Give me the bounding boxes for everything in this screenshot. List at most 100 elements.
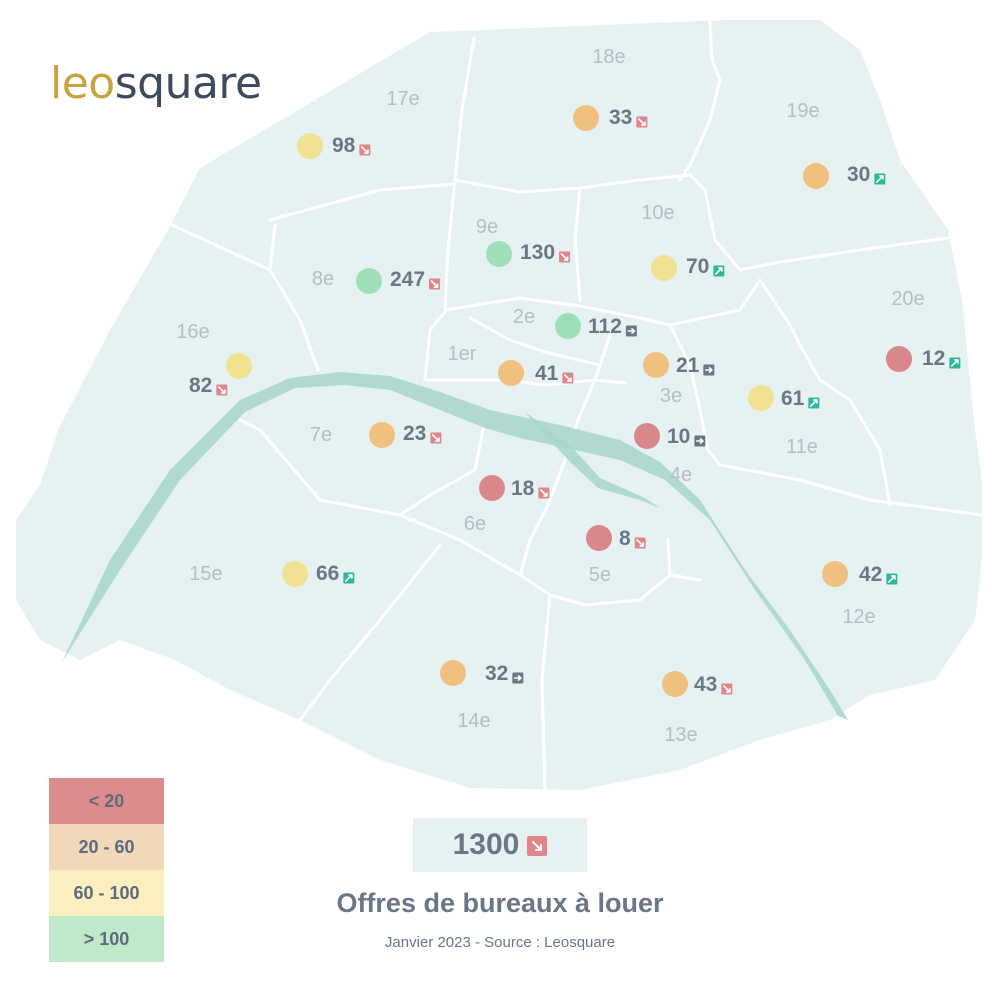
trend-down-icon <box>538 487 550 499</box>
trend-flat-icon <box>512 672 524 684</box>
value-marker-dot <box>886 346 912 372</box>
offer-count: 32 <box>485 662 508 685</box>
value-marker-dot <box>226 353 252 379</box>
value-marker-dot <box>586 525 612 551</box>
arrondissement-boundaries <box>170 20 984 792</box>
offer-count: 42 <box>859 563 882 586</box>
trend-up-icon <box>343 572 355 584</box>
arrondissement-2e: 2e 112 <box>513 306 637 339</box>
arrondissement-label: 1er <box>448 343 477 365</box>
value-marker-dot <box>369 422 395 448</box>
arrondissement-1er: 1er 41 <box>448 343 574 386</box>
trend-flat-icon <box>625 325 637 337</box>
arrondissement-12e: 12e 42 <box>822 561 898 628</box>
arrondissement-8e: 8e 247 <box>312 268 441 294</box>
trend-down-icon <box>721 683 733 695</box>
arrondissement-label: 20e <box>891 288 924 310</box>
arrondissement-label: 8e <box>312 268 334 290</box>
arrondissement-18e: 18e 33 <box>573 46 648 131</box>
arrondissement-15e: 15e 66 <box>189 561 355 587</box>
trend-down-icon <box>429 278 441 290</box>
arrondissement-label: 2e <box>513 306 535 328</box>
offer-count: 21 <box>676 354 700 377</box>
arrondissement-label: 16e <box>176 321 209 343</box>
arrondissement-10e: 10e 70 <box>641 202 725 281</box>
arrondissement-label: 9e <box>476 216 498 238</box>
value-marker-dot <box>479 475 505 501</box>
offer-count: 82 <box>189 374 212 397</box>
offer-count: 8 <box>619 527 631 550</box>
arrondissement-label: 18e <box>592 46 625 68</box>
trend-down-icon <box>527 836 548 856</box>
arrondissement-14e: 14e 32 <box>440 660 524 732</box>
value-marker-dot <box>440 660 466 686</box>
legend-item-60-100: 60 - 100 <box>49 870 164 916</box>
legend-item-lt20: < 20 <box>49 778 164 824</box>
arrondissement-11e: 11e 61 <box>748 385 820 458</box>
trend-flat-icon <box>694 435 706 447</box>
paris-outline <box>16 20 982 790</box>
arrondissement-label: 3e <box>660 385 682 407</box>
offer-count: 66 <box>316 562 339 585</box>
value-marker-dot <box>297 133 323 159</box>
legend: < 20 20 - 60 60 - 100 > 100 <box>49 778 164 962</box>
trend-down-icon <box>216 384 228 396</box>
arrondissement-label: 13e <box>664 724 697 746</box>
offer-count: 41 <box>535 362 559 385</box>
trend-down-icon <box>430 432 442 444</box>
arrondissement-label: 15e <box>189 563 222 585</box>
trend-up-icon <box>713 265 725 277</box>
value-marker-dot <box>356 268 382 294</box>
map-subtitle: Janvier 2023 - Source : Leosquare <box>384 934 616 951</box>
arrondissement-4e: 4e 10 <box>634 423 706 486</box>
trend-up-icon <box>808 397 820 409</box>
value-marker-dot <box>282 561 308 587</box>
arrondissement-label: 12e <box>842 606 875 628</box>
value-marker-dot <box>662 671 688 697</box>
offer-count: 23 <box>403 422 426 445</box>
arrondissement-label: 11e <box>786 436 818 458</box>
map-title: Offres de bureaux à louer <box>336 888 664 918</box>
arrondissement-7e: 7e 23 <box>310 422 442 448</box>
offer-count: 30 <box>847 163 870 186</box>
value-marker-dot <box>651 255 677 281</box>
value-marker-dot <box>643 352 669 378</box>
trend-up-icon <box>874 173 886 185</box>
trend-down-icon <box>359 144 371 156</box>
value-marker-dot <box>555 313 581 339</box>
offer-count: 247 <box>390 268 425 291</box>
trend-down-icon <box>562 372 574 384</box>
arrondissement-13e: 13e 43 <box>662 671 733 746</box>
arrondissement-label: 10e <box>641 202 674 224</box>
total-value: 1300 <box>452 828 520 861</box>
arrondissement-label: 5e <box>589 564 611 586</box>
arrondissement-19e: 19e 30 <box>786 100 886 189</box>
legend-item-20-60: 20 - 60 <box>49 824 164 870</box>
arrondissement-label: 14e <box>457 710 490 732</box>
offer-count: 70 <box>686 255 709 278</box>
leosquare-logo: leosquare <box>50 58 262 109</box>
trend-flat-icon <box>703 364 715 376</box>
arrondissement-9e: 9e 130 <box>476 216 571 267</box>
value-marker-dot <box>803 163 829 189</box>
arrondissement-17e: 17e 98 <box>297 88 420 159</box>
offer-count: 130 <box>520 241 555 264</box>
total-box: 1300 <box>413 818 587 872</box>
offer-count: 98 <box>332 134 356 157</box>
arrondissement-20e: 20e 12 <box>886 288 961 372</box>
value-marker-dot <box>573 105 599 131</box>
arrondissement-5e: 5e 8 <box>586 525 646 586</box>
value-marker-dot <box>822 561 848 587</box>
arrondissement-label: 17e <box>386 88 419 110</box>
trend-down-icon <box>559 251 571 263</box>
arrondissement-16e: 16e 82 <box>176 321 252 397</box>
offer-count: 12 <box>922 347 945 370</box>
offer-count: 43 <box>694 673 717 696</box>
offer-count: 61 <box>781 387 805 410</box>
trend-up-icon <box>886 573 898 585</box>
value-marker-dot <box>748 385 774 411</box>
offer-count: 112 <box>588 315 622 338</box>
trend-up-icon <box>949 357 961 369</box>
